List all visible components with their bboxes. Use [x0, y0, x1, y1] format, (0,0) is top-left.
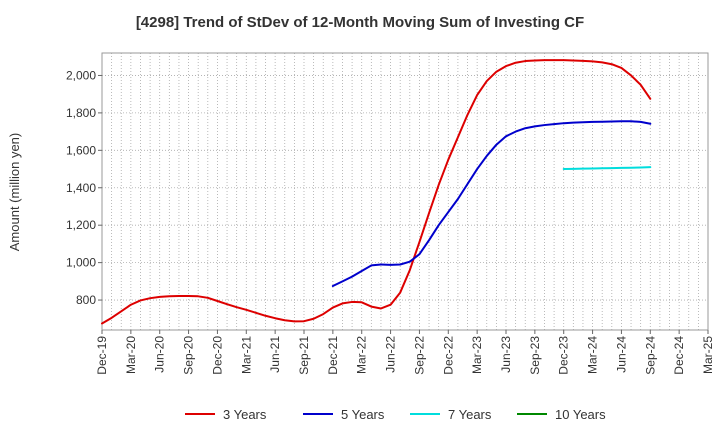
x-tick-label: Sep-23	[528, 336, 542, 375]
x-tick-label: Mar-25	[701, 336, 715, 374]
x-tick-label: Mar-24	[586, 336, 600, 374]
x-tick-label: Jun-21	[268, 336, 282, 373]
legend: 3 Years 5 Years 7 Years 10 Years	[185, 407, 606, 422]
legend-label: 5 Years	[341, 407, 385, 422]
y-tick-label: 1,800	[66, 106, 96, 120]
x-tick-label: Jun-23	[499, 336, 513, 373]
legend-label: 10 Years	[555, 407, 606, 422]
plot-frame	[101, 52, 709, 331]
series-line-5-years	[331, 120, 652, 288]
x-tick-label: Dec-21	[326, 336, 340, 375]
y-tick-label: 1,200	[66, 218, 96, 232]
x-tick-label: Dec-23	[557, 336, 571, 375]
x-tick-label: Sep-24	[643, 336, 657, 375]
y-tick-label: 1,600	[66, 143, 96, 157]
x-tick-label: Mar-21	[239, 336, 253, 374]
grid-layer	[102, 53, 708, 330]
y-tick-label: 1,400	[66, 181, 96, 195]
x-tick-label: Sep-22	[412, 336, 426, 375]
y-axis: 800 1,000 1,200 1,400 1,600 1,800 2,000	[66, 68, 102, 307]
x-tick-label: Dec-19	[95, 336, 109, 375]
x-tick-label: Jun-22	[384, 336, 398, 373]
series-line-7-years	[562, 166, 652, 171]
x-axis: Dec-19 Mar-20 Jun-20 Sep-20 Dec-20 Mar-21 Jun-…	[95, 330, 715, 375]
y-tick-label: 2,000	[66, 68, 96, 82]
legend-label: 3 Years	[223, 407, 267, 422]
x-tick-label: Sep-20	[182, 336, 196, 375]
x-tick-label: Dec-24	[672, 336, 686, 375]
x-tick-label: Mar-23	[470, 336, 484, 374]
y-tick-label: 800	[76, 293, 96, 307]
x-tick-label: Sep-21	[297, 336, 311, 375]
x-tick-label: Jun-20	[153, 336, 167, 373]
chart-title: [4298] Trend of StDev of 12-Month Moving…	[135, 14, 585, 31]
x-tick-label: Dec-22	[441, 336, 455, 375]
x-tick-label: Mar-20	[124, 336, 138, 374]
x-tick-label: Jun-24	[614, 336, 628, 373]
x-tick-label: Dec-20	[210, 336, 224, 375]
series-layer	[101, 59, 652, 325]
legend-label: 7 Years	[448, 407, 492, 422]
x-tick-label: Mar-22	[355, 336, 369, 374]
y-axis-label: Amount (million yen)	[7, 133, 22, 252]
series-line-3-years	[101, 59, 652, 325]
y-tick-label: 1,000	[66, 256, 96, 270]
